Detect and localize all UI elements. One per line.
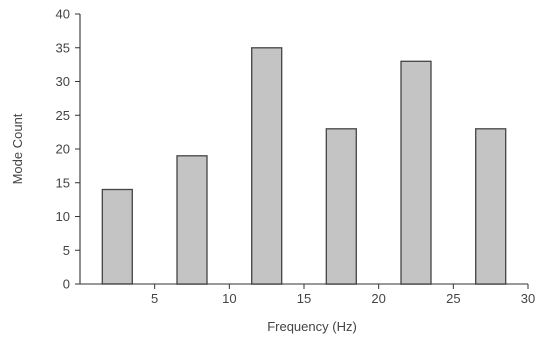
bars-layer: [101, 47, 507, 285]
y-tick-label-5: 5: [63, 243, 70, 258]
x-tick-label-15: 15: [297, 291, 311, 306]
y-tick-label-20: 20: [56, 142, 70, 157]
labels-layer: 0 5 10 15 20 25 30 35 40 5 10 15 20 25 30: [56, 7, 536, 307]
y-axis-label: Mode Count: [10, 113, 25, 184]
x-tick-label-10: 10: [222, 291, 236, 306]
x-tick-label-20: 20: [371, 291, 385, 306]
x-tick-label-25: 25: [446, 291, 460, 306]
y-tick-label-15: 15: [56, 175, 70, 190]
bar-3: [251, 47, 283, 285]
bar-4: [325, 128, 357, 285]
y-tick-label-10: 10: [56, 209, 70, 224]
y-tick-label-25: 25: [56, 108, 70, 123]
bar-5: [400, 60, 432, 285]
x-tick-label-30: 30: [521, 291, 535, 306]
axes-layer: [75, 13, 529, 289]
x-axis-label: Frequency (Hz): [267, 319, 357, 334]
bar-1: [101, 188, 133, 285]
bar-6: [475, 128, 507, 285]
y-tick-label-0: 0: [63, 277, 70, 292]
y-tick-label-35: 35: [56, 40, 70, 55]
y-tick-label-30: 30: [56, 74, 70, 89]
bar-2: [176, 155, 208, 285]
x-tick-label-5: 5: [151, 291, 158, 306]
y-tick-label-40: 40: [56, 7, 70, 22]
